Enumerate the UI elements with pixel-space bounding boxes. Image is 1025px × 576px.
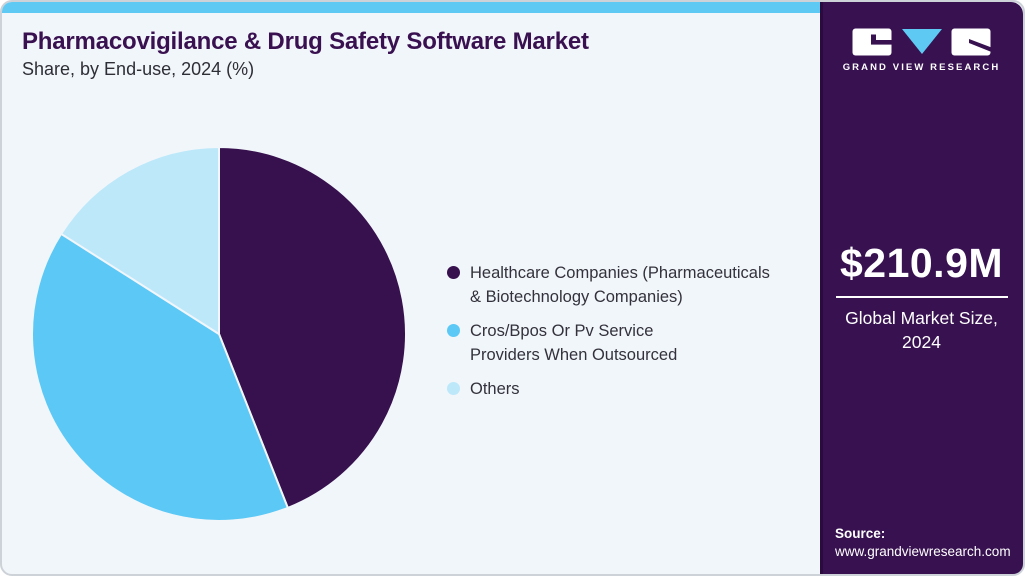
legend-label-line: & Biotechnology Companies) xyxy=(470,288,683,306)
market-size-label-line: 2024 xyxy=(902,332,941,352)
legend-item-others: Others xyxy=(447,377,770,401)
legend-label: Cros/Bpos Or Pv Service Providers When O… xyxy=(470,319,677,367)
market-size-label-line: Global Market Size, xyxy=(845,308,998,328)
source-url: www.grandviewresearch.com xyxy=(835,544,1011,559)
market-size-block: $210.9M Global Market Size, 2024 xyxy=(820,240,1023,354)
legend-label: Others xyxy=(470,377,520,401)
pie-slice xyxy=(31,232,289,522)
pie-slice xyxy=(60,146,220,335)
page-subtitle: Share, by End-use, 2024 (%) xyxy=(22,59,255,79)
legend-item-healthcare-companies: Healthcare Companies (Pharmaceuticals & … xyxy=(447,261,770,309)
legend-label-line: Others xyxy=(470,380,520,398)
source-label: Source: xyxy=(835,526,886,541)
top-accent-strip xyxy=(2,2,822,13)
legend-item-cros-bpos: Cros/Bpos Or Pv Service Providers When O… xyxy=(447,319,770,367)
legend-swatch-icon xyxy=(447,382,460,395)
page-title: Pharmacovigilance & Drug Safety Software… xyxy=(22,28,589,55)
gvr-logo-text: GRAND VIEW RESEARCH xyxy=(842,62,1001,73)
divider xyxy=(835,296,1008,298)
legend-label: Healthcare Companies (Pharmaceuticals & … xyxy=(470,261,770,309)
legend-swatch-icon xyxy=(447,266,460,279)
pie-chart xyxy=(31,146,407,522)
gvr-logo-icon xyxy=(852,28,991,56)
source-block: Source: www.grandviewresearch.com xyxy=(835,525,1011,561)
legend-label-line: Healthcare Companies (Pharmaceuticals xyxy=(470,264,770,282)
legend-label-line: Cros/Bpos Or Pv Service xyxy=(470,322,654,340)
legend: Healthcare Companies (Pharmaceuticals & … xyxy=(447,261,770,401)
market-size-value: $210.9M xyxy=(839,240,1004,286)
legend-label-line: Providers When Outsourced xyxy=(470,346,678,364)
sidebar: GRAND VIEW RESEARCH $210.9M Global Marke… xyxy=(820,2,1023,574)
market-size-label: Global Market Size, 2024 xyxy=(820,306,1023,354)
gvr-logo: GRAND VIEW RESEARCH xyxy=(820,28,1023,73)
chart-area: Pharmacovigilance & Drug Safety Software… xyxy=(2,2,820,574)
pie-slice xyxy=(218,146,407,509)
legend-swatch-icon xyxy=(447,324,460,337)
